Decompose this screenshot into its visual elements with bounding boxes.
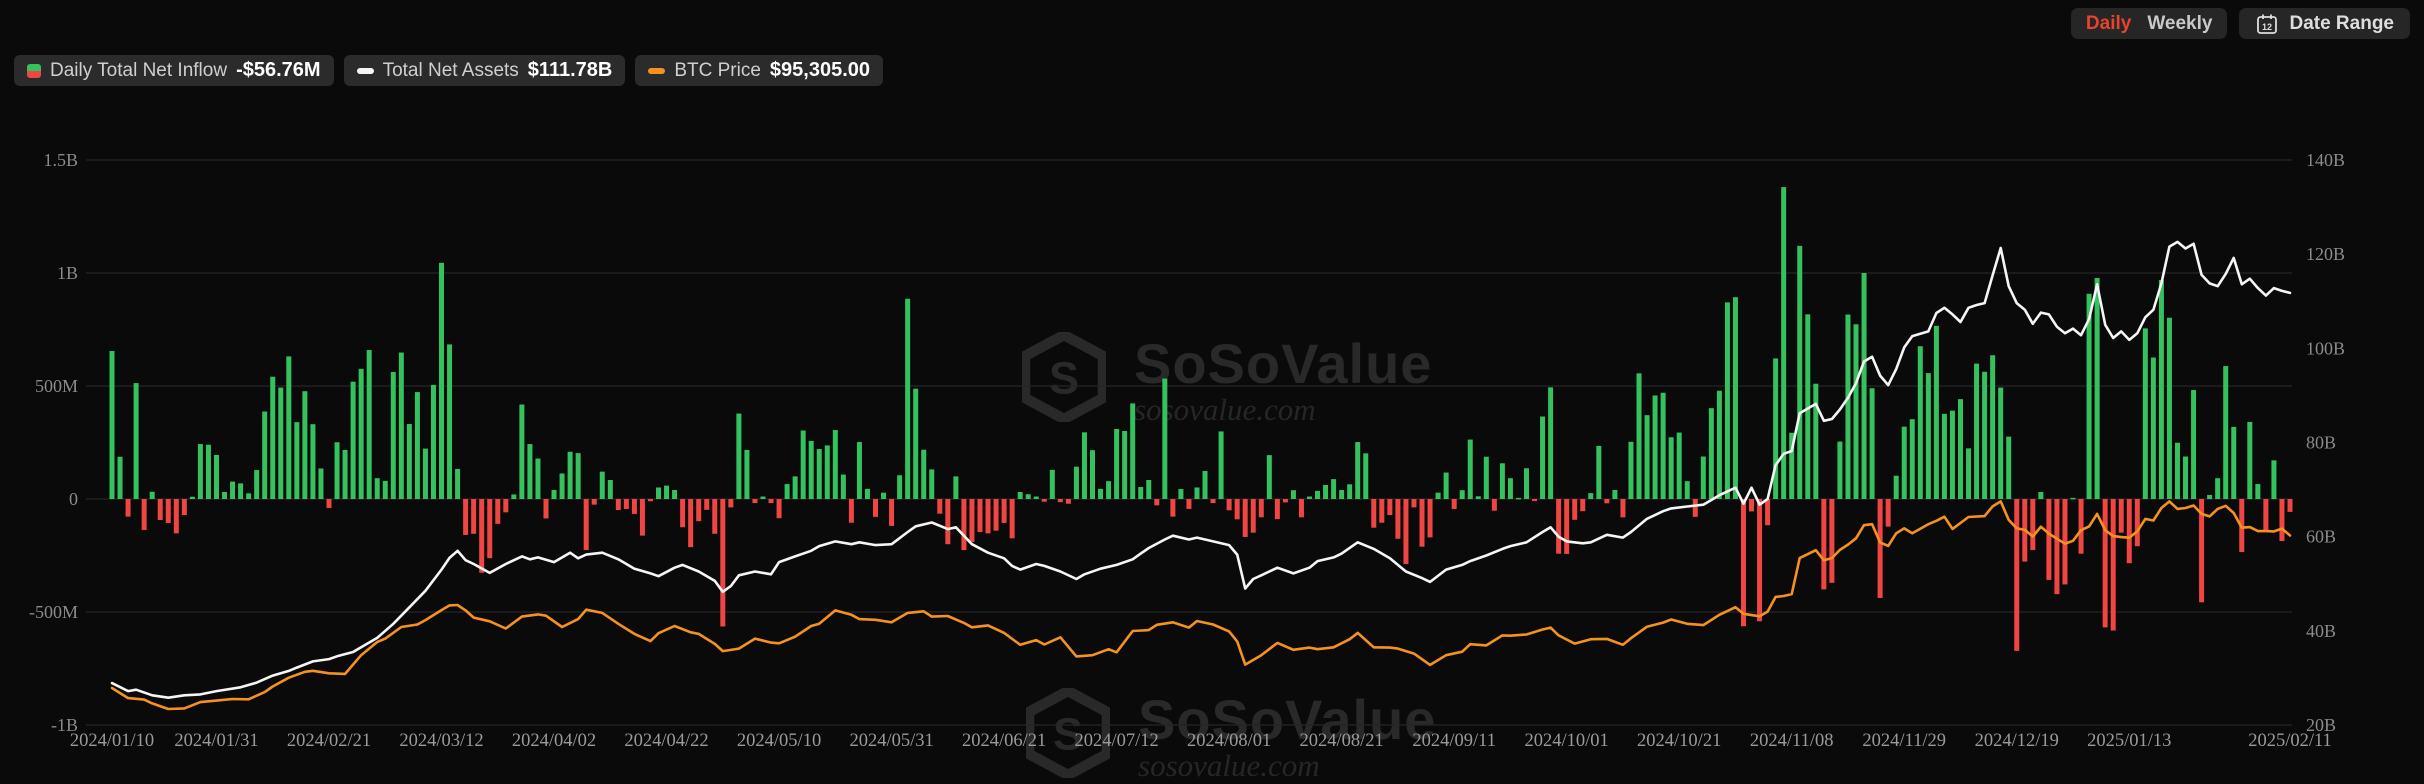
assets-line-icon [356,67,374,74]
tab-daily[interactable]: Daily [2085,12,2132,34]
svg-text:2024/11/08: 2024/11/08 [1750,731,1834,751]
legend-daily-total-net-inflow[interactable]: Daily Total Net Inflow -$56.76M [14,55,334,86]
inflow-bars-icon [27,63,41,78]
btc-line-icon [648,67,666,74]
svg-text:2024/07/12: 2024/07/12 [1074,731,1158,751]
daily-net-inflow-bars[interactable] [109,187,2293,651]
watermark-title: SoSoValue [1134,332,1433,395]
gridlines [86,159,2292,726]
watermark-subtitle: sosovalue.com [1138,748,1320,783]
svg-text:2024/04/22: 2024/04/22 [624,731,708,751]
svg-text:2024/12/19: 2024/12/19 [1975,731,2059,751]
chart-controls: Daily Weekly 12 Date Range [2070,8,2410,39]
sosovalue-logo-icon: S [1022,332,1106,422]
legend-label: Daily Total Net Inflow [50,59,228,81]
svg-text:S: S [1049,353,1079,404]
svg-text:40B: 40B [2306,621,2336,641]
svg-text:120B: 120B [2306,244,2345,264]
watermark-center: S SoSoValue sosovalue.com [1022,332,1432,428]
svg-text:2025/02/11: 2025/02/11 [2248,731,2332,751]
right-axis-labels: 140B 120B 100B 80B 60B 40B 20B [2306,150,2345,735]
tab-weekly[interactable]: Weekly [2147,12,2213,34]
svg-text:2024/01/10: 2024/01/10 [70,731,154,751]
svg-text:-1B: -1B [51,715,78,735]
svg-text:1.5B: 1.5B [43,150,78,170]
svg-text:2024/01/31: 2024/01/31 [174,731,258,751]
svg-text:S: S [1053,709,1083,760]
legend-btc-price[interactable]: BTC Price $95,305.00 [635,55,884,86]
svg-text:2024/04/02: 2024/04/02 [512,731,596,751]
svg-text:12: 12 [2262,22,2272,32]
left-axis-labels: 1.5B 1B 500M 0 -500M -1B [29,150,78,735]
svg-text:2024/05/31: 2024/05/31 [849,731,933,751]
calendar-icon: 12 [2257,14,2278,34]
svg-text:2024/06/21: 2024/06/21 [962,731,1046,751]
svg-text:2024/11/29: 2024/11/29 [1862,731,1946,751]
chart-legend: Daily Total Net Inflow -$56.76M Total Ne… [14,55,884,86]
btc-price-line[interactable] [110,500,2292,711]
legend-label: Total Net Assets [382,59,519,81]
legend-value: -$56.76M [236,59,321,81]
svg-text:100B: 100B [2306,338,2345,358]
legend-total-net-assets[interactable]: Total Net Assets $111.78B [343,55,626,86]
svg-text:2024/09/11: 2024/09/11 [1412,731,1496,751]
legend-value: $111.78B [527,59,613,81]
svg-text:60B: 60B [2306,527,2336,547]
svg-text:0: 0 [69,489,78,509]
svg-text:140B: 140B [2306,150,2345,170]
svg-text:2024/02/21: 2024/02/21 [287,731,371,751]
svg-text:2024/08/01: 2024/08/01 [1187,731,1271,751]
svg-text:2024/08/21: 2024/08/21 [1300,731,1384,751]
legend-value: $95,305.00 [769,59,871,81]
date-range-button[interactable]: 12 Date Range [2239,8,2410,39]
period-toggle: Daily Weekly [2070,8,2228,39]
svg-text:-500M: -500M [29,602,78,622]
total-net-assets-line[interactable] [110,240,2292,699]
svg-text:2024/10/01: 2024/10/01 [1525,731,1609,751]
svg-text:80B: 80B [2306,433,2336,453]
svg-text:1B: 1B [57,263,78,283]
legend-label: BTC Price [674,59,761,81]
svg-text:2024/03/12: 2024/03/12 [399,731,483,751]
x-axis-labels: 2024/01/10 2024/01/31 2024/02/21 2024/03/12… [70,731,2332,751]
svg-text:20B: 20B [2306,715,2336,735]
svg-text:500M: 500M [35,376,78,396]
etf-flow-chart[interactable]: 1.5B 1B 500M 0 -500M -1B 140B 120B 100B 80B 60B 40B… [0,0,2424,753]
date-range-label: Date Range [2289,12,2394,34]
watermark-title: SoSoValue [1138,688,1437,751]
svg-text:2025/01/13: 2025/01/13 [2087,731,2171,751]
svg-text:2024/05/10: 2024/05/10 [737,731,821,751]
svg-text:2024/10/21: 2024/10/21 [1637,731,1721,751]
